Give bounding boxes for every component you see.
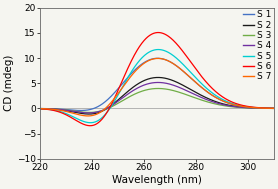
S 4: [150, 82, 153, 84]
S 3: [88, 111, 91, 114]
S 7: [86, 115, 90, 117]
S 7: [272, 107, 275, 109]
S 6: [151, 33, 155, 35]
S 5: [231, 102, 234, 105]
S 5: [272, 107, 275, 109]
S 1: [231, 103, 234, 105]
S 2: [267, 107, 271, 109]
S 4: [272, 107, 275, 110]
Line: S 7: S 7: [40, 58, 274, 116]
S 7: [151, 58, 155, 60]
S 2: [178, 83, 182, 85]
Line: S 4: S 4: [40, 82, 274, 113]
S 3: [272, 107, 275, 110]
S 7: [38, 108, 42, 110]
S 3: [166, 88, 169, 91]
S 3: [38, 107, 42, 110]
S 4: [267, 107, 271, 109]
S 1: [150, 58, 153, 60]
S 3: [267, 107, 271, 110]
S 7: [178, 67, 182, 70]
S 4: [151, 82, 155, 84]
S 4: [166, 82, 169, 85]
S 2: [272, 107, 275, 110]
S 6: [267, 107, 271, 109]
S 5: [89, 122, 92, 124]
S 5: [178, 60, 182, 63]
X-axis label: Wavelength (nm): Wavelength (nm): [112, 175, 202, 185]
S 4: [178, 87, 182, 89]
S 1: [267, 107, 271, 109]
Y-axis label: CD (mdeg): CD (mdeg): [4, 55, 14, 112]
S 2: [38, 108, 42, 110]
S 3: [151, 88, 155, 90]
Line: S 6: S 6: [40, 33, 274, 126]
S 1: [156, 57, 159, 59]
Line: S 2: S 2: [40, 77, 274, 114]
S 1: [151, 58, 155, 60]
S 7: [150, 58, 153, 60]
S 5: [166, 51, 169, 53]
S 7: [157, 57, 160, 60]
S 6: [157, 31, 160, 34]
S 1: [272, 107, 275, 109]
S 5: [38, 108, 42, 110]
S 3: [178, 91, 182, 94]
S 2: [231, 105, 234, 107]
S 4: [231, 105, 234, 108]
S 2: [151, 77, 155, 79]
S 5: [267, 107, 271, 109]
S 4: [157, 81, 160, 84]
S 2: [166, 78, 169, 80]
S 1: [38, 107, 42, 110]
S 2: [87, 113, 91, 115]
S 2: [157, 76, 160, 79]
S 1: [166, 59, 169, 62]
S 7: [267, 107, 271, 109]
S 6: [166, 35, 169, 37]
S 3: [150, 88, 153, 90]
S 6: [178, 47, 182, 49]
S 4: [38, 107, 42, 110]
S 1: [178, 67, 182, 70]
Line: S 5: S 5: [40, 50, 274, 123]
S 5: [157, 48, 160, 51]
S 1: [79, 109, 83, 112]
S 7: [166, 59, 169, 62]
S 6: [272, 107, 275, 109]
Line: S 3: S 3: [40, 88, 274, 112]
S 5: [151, 49, 155, 51]
S 6: [150, 33, 153, 35]
S 3: [157, 87, 160, 90]
S 2: [150, 77, 153, 79]
S 6: [38, 108, 42, 110]
S 6: [231, 101, 234, 103]
S 5: [150, 50, 153, 52]
S 4: [87, 112, 91, 114]
S 7: [231, 103, 234, 105]
Legend: S 1, S 2, S 3, S 4, S 5, S 6, S 7: S 1, S 2, S 3, S 4, S 5, S 6, S 7: [242, 9, 272, 82]
S 6: [89, 125, 92, 127]
Line: S 1: S 1: [40, 58, 274, 111]
S 3: [231, 106, 234, 108]
